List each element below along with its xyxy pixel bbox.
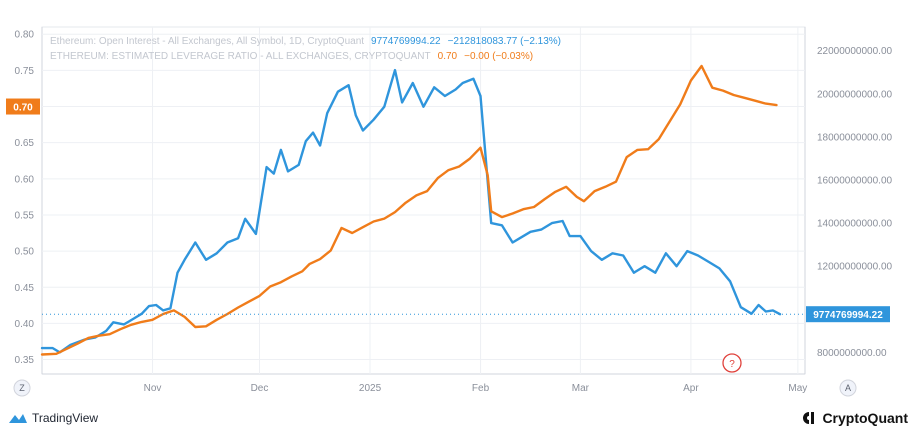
right-price-tag-bg bbox=[806, 306, 890, 323]
help-circle-icon[interactable] bbox=[722, 353, 742, 373]
cryptoquant-label: CryptoQuant bbox=[822, 410, 908, 426]
legend-value: 9774769994.22 bbox=[371, 36, 441, 47]
grid bbox=[41, 26, 806, 375]
left-scale-badge[interactable]: Z bbox=[13, 379, 31, 397]
legend-entry: ETHEREUM: ESTIMATED LEVERAGE RATIO - ALL… bbox=[50, 51, 533, 62]
tradingview-brand[interactable]: TradingView bbox=[8, 411, 98, 425]
right-tick-label: 22000000000.00 bbox=[817, 46, 893, 57]
right-scale-badge[interactable]: A bbox=[839, 379, 857, 397]
right-scale-badge-bg[interactable] bbox=[839, 379, 857, 397]
left-axis: 0.80 0.75 0.70 0.65 0.60 0.55 0.50 0.45 0.40 0.35 bbox=[15, 30, 35, 366]
series-line-open-interest bbox=[40, 68, 782, 354]
tradingview-label: TradingView bbox=[32, 411, 99, 425]
right-axis: 22000000000.00 20000000000.00 18000000000.… bbox=[817, 46, 893, 359]
x-tick-label: Feb bbox=[472, 383, 490, 394]
footer: TradingView CryptoQuant bbox=[0, 403, 920, 433]
right-scale-badge-label: A bbox=[845, 383, 851, 393]
x-tick-label: 2025 bbox=[359, 383, 382, 394]
right-tick-label: 8000000000.00 bbox=[817, 348, 887, 359]
cryptoquant-logo-icon bbox=[803, 412, 815, 424]
legend-value: 0.70 bbox=[438, 51, 458, 62]
x-tick-label: Nov bbox=[144, 383, 162, 394]
legend-name: Ethereum: Open Interest - All Exchanges,… bbox=[50, 36, 364, 47]
left-tick-label: 0.75 bbox=[15, 66, 35, 77]
tradingview-logo-icon bbox=[9, 414, 27, 423]
series-layer bbox=[40, 64, 805, 356]
cryptoquant-brand[interactable]: CryptoQuant bbox=[802, 410, 908, 426]
help-symbol: ? bbox=[729, 359, 735, 370]
left-tick-label: 0.35 bbox=[15, 355, 35, 366]
legend-change: −212818083.77 (−2.13%) bbox=[448, 36, 561, 47]
left-tick-label: 0.55 bbox=[15, 210, 35, 221]
left-price-tag: 0.70 bbox=[6, 98, 40, 115]
right-tick-label: 16000000000.00 bbox=[817, 176, 893, 187]
left-scale-badge-bg[interactable] bbox=[13, 379, 31, 397]
price-tags: 9774769994.22 0.70 bbox=[6, 98, 890, 323]
legend: Ethereum: Open Interest - All Exchanges,… bbox=[50, 36, 561, 62]
right-tick-label: 12000000000.00 bbox=[817, 262, 893, 273]
left-tick-label: 0.65 bbox=[15, 138, 35, 149]
left-tick-label: 0.45 bbox=[15, 283, 35, 294]
legend-change: −0.00 (−0.03%) bbox=[464, 51, 533, 62]
series-line-estimated-leverage-ratio bbox=[40, 64, 778, 356]
x-tick-label: Mar bbox=[572, 383, 590, 394]
x-axis: Nov Dec 2025 Feb Mar Apr May bbox=[144, 383, 808, 394]
left-scale-badge-label: Z bbox=[19, 383, 25, 393]
x-tick-label: Apr bbox=[683, 383, 699, 394]
x-tick-label: Dec bbox=[251, 383, 269, 394]
left-tick-label: 0.50 bbox=[15, 247, 35, 258]
left-price-tag-bg bbox=[6, 98, 40, 115]
legend-name: ETHEREUM: ESTIMATED LEVERAGE RATIO - ALL… bbox=[50, 51, 431, 62]
right-price-tag-label: 9774769994.22 bbox=[813, 310, 883, 321]
right-tick-label: 20000000000.00 bbox=[817, 89, 893, 100]
help-button[interactable]: ? bbox=[722, 353, 742, 373]
right-tick-label: 18000000000.00 bbox=[817, 132, 893, 143]
left-tick-label: 0.80 bbox=[15, 30, 35, 41]
left-tick-label: 0.40 bbox=[15, 319, 35, 330]
right-price-tag: 9774769994.22 bbox=[806, 306, 890, 323]
x-tick-label: May bbox=[788, 383, 807, 394]
right-tick-label: 14000000000.00 bbox=[817, 219, 893, 230]
left-tick-label: 0.60 bbox=[15, 174, 35, 185]
left-price-tag-label: 0.70 bbox=[13, 103, 33, 114]
legend-entry: Ethereum: Open Interest - All Exchanges,… bbox=[50, 36, 561, 47]
